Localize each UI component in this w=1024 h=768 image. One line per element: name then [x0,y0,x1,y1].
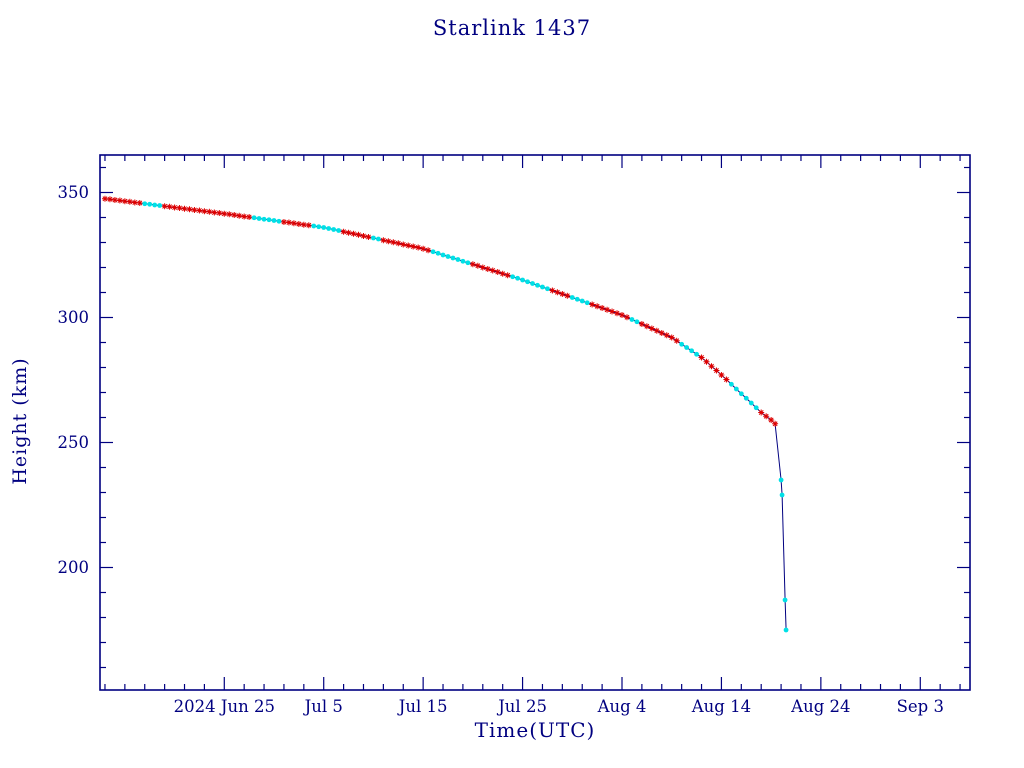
cyan-dot-marker [525,279,530,285]
x-tick-label: Jul 5 [303,697,343,716]
cyan-dot-marker [579,298,585,304]
cyan-dot-marker [569,295,575,300]
cyan-dot-marker [445,254,451,259]
cyan-dot-marker [584,300,590,306]
x-tick-label: Jul 25 [496,697,547,716]
cyan-dot-marker [371,235,376,241]
x-tick-label: Aug 4 [597,697,647,716]
cyan-dot-marker [271,218,277,223]
red-asterisk-markers [101,195,779,427]
cyan-dot-marker [326,226,332,231]
y-tick-label: 300 [58,308,90,327]
x-tick-label: Sep 3 [897,697,944,716]
cyan-dot-marker [142,201,148,207]
cyan-dot-marker [147,201,153,207]
cyan-dot-marker [251,215,257,221]
cyan-dot-marker [530,281,535,286]
cyan-dot-marker [440,252,446,258]
cyan-dot-marker [540,284,545,290]
cyan-dot-marker [515,275,520,281]
x-tick-label: 2024 Jun 25 [174,697,275,716]
cyan-dot-marker [574,296,580,302]
cyan-dot-marker [728,381,734,387]
cyan-dot-marker [520,277,525,283]
cyan-dot-marker [276,218,282,224]
cyan-dot-marker [679,341,685,347]
cyan-dot-marker [266,217,272,223]
cyan-dot-marker [311,223,317,229]
cyan-dot-marker [465,260,471,266]
cyan-dot-marker [743,395,749,401]
x-tick-label: Aug 14 [691,697,751,716]
cyan-dot-marker [435,250,441,256]
plot-frame [99,154,971,691]
cyan-dot-marker [510,274,516,280]
y-tick-label: 200 [58,558,90,577]
chart-title: Starlink 1437 [432,16,592,40]
cyan-dot-marker [779,492,785,498]
cyan-dot-marker [783,627,789,633]
cyan-dot-marker [753,405,759,411]
cyan-dot-marker [778,477,784,483]
y-tick-label: 250 [58,433,90,452]
cyan-dot-marker [256,216,262,221]
cyan-dot-marker [733,386,739,392]
cyan-dot-marker [321,225,327,230]
cyan-dot-marker [157,203,163,208]
cyan-dot-marker [738,391,744,397]
cyan-dot-marker [152,202,158,208]
x-tick-label: Aug 24 [790,697,850,716]
cyan-dot-marker [694,351,699,357]
cyan-dot-marker [748,400,754,406]
cyan-dot-marker [689,348,694,354]
cyan-dot-marker [634,319,640,325]
cyan-dot-marker [545,286,550,292]
y-tick-label: 350 [58,183,90,202]
x-tick-label: Jul 15 [397,697,448,716]
cyan-dot-marker [336,228,342,233]
cyan-dot-marker [455,257,461,262]
cyan-dot-marker [376,236,381,242]
cyan-dot-marker [460,258,466,264]
cyan-dot-marker [316,224,322,230]
cyan-dot-marker [430,249,436,255]
cyan-dot-marker [535,282,540,288]
cyan-dot-marker [331,227,337,232]
cyan-dot-marker [261,216,267,222]
cyan-dot-marker [450,255,456,261]
cyan-dot-marker [684,345,690,350]
decay-line [104,198,787,631]
cyan-dot-marker [782,597,788,603]
cyan-dot-marker [629,317,635,322]
x-axis-label: Time(UTC) [474,718,596,742]
